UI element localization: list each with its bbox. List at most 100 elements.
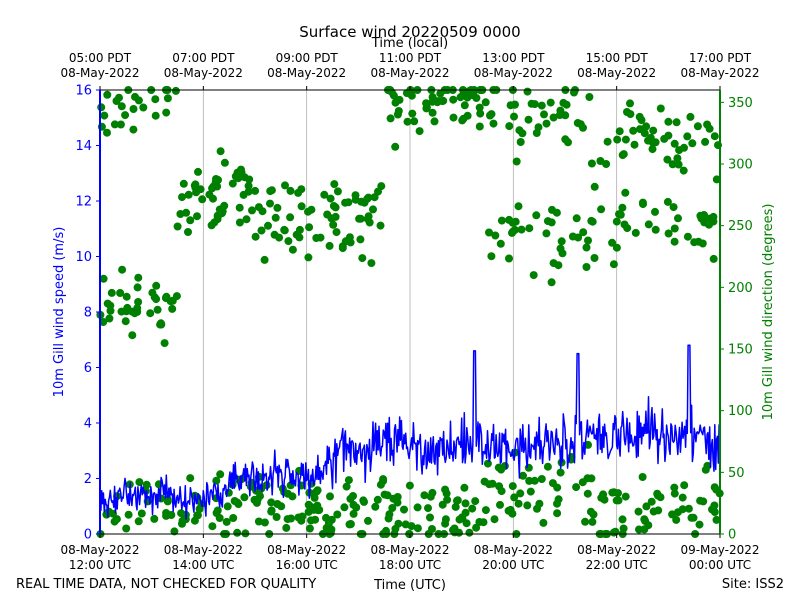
direction-point — [135, 478, 144, 487]
direction-point — [603, 137, 612, 146]
direction-point — [386, 114, 395, 123]
direction-point — [487, 110, 496, 119]
x-tick-label-date: 08-May-2022 — [60, 543, 139, 557]
direction-point — [635, 525, 643, 534]
direction-point — [233, 528, 242, 537]
direction-point — [534, 123, 543, 132]
direction-point — [582, 263, 591, 271]
direction-point — [177, 509, 186, 518]
direction-point — [121, 111, 130, 120]
direction-point — [542, 119, 551, 128]
direction-point — [297, 516, 306, 525]
top-tick-label-time: 11:00 PDT — [379, 51, 442, 65]
direction-point — [497, 487, 506, 496]
direction-point — [391, 142, 400, 151]
direction-point — [240, 493, 249, 502]
direction-point — [548, 479, 557, 488]
direction-point — [641, 516, 650, 525]
y-left-tick-label: 2 — [84, 472, 92, 487]
direction-point — [680, 143, 688, 152]
direction-point — [618, 203, 627, 212]
direction-point — [413, 503, 422, 512]
direction-point — [674, 160, 683, 169]
direction-point — [156, 320, 165, 329]
left-axis-label: 10m Gill wind speed (m/s) — [52, 227, 67, 398]
direction-point — [326, 528, 335, 537]
direction-point — [216, 147, 225, 156]
x-tick-label-time: 00:00 UTC — [689, 558, 751, 572]
chart-title: Surface wind 20220509 0000 — [299, 23, 520, 41]
direction-point — [325, 241, 334, 250]
direction-point — [229, 514, 238, 522]
direction-point — [670, 483, 679, 492]
direction-point — [170, 527, 179, 536]
direction-point — [612, 217, 621, 226]
direction-point — [512, 157, 521, 166]
direction-point — [151, 111, 160, 120]
direction-scatter — [96, 86, 724, 538]
direction-point — [516, 489, 525, 498]
direction-point — [670, 237, 679, 246]
direction-point — [331, 212, 340, 221]
direction-point — [162, 509, 171, 517]
y-left-tick-label: 12 — [75, 195, 92, 210]
direction-point — [543, 462, 552, 471]
direction-point — [634, 507, 643, 516]
direction-point — [329, 202, 338, 210]
direction-point — [172, 292, 181, 301]
direction-point — [133, 283, 142, 292]
direction-point — [153, 305, 162, 314]
direction-point — [405, 481, 414, 490]
direction-point — [223, 502, 232, 511]
direction-point — [305, 524, 314, 533]
direction-point — [110, 517, 119, 526]
y-right-tick-label: 350 — [728, 96, 753, 111]
direction-point — [272, 513, 281, 521]
direction-point — [129, 125, 138, 134]
direction-point — [241, 529, 250, 538]
direction-point — [561, 111, 570, 120]
direction-point — [363, 215, 372, 224]
direction-point — [345, 520, 354, 529]
direction-point — [515, 126, 524, 135]
direction-point — [426, 492, 435, 501]
direction-point — [663, 155, 672, 164]
direction-point — [281, 181, 289, 190]
direction-point — [332, 228, 341, 237]
direction-point — [656, 104, 665, 113]
direction-point — [186, 216, 195, 225]
direction-point — [584, 236, 592, 245]
direction-point — [305, 223, 314, 232]
direction-point — [683, 232, 692, 241]
direction-point — [525, 224, 534, 233]
direction-point — [242, 215, 251, 224]
direction-point — [500, 462, 509, 470]
direction-point — [640, 129, 649, 138]
direction-point — [631, 228, 640, 237]
direction-point — [491, 231, 500, 240]
direction-point — [349, 509, 358, 518]
direction-point — [465, 90, 474, 99]
direction-point — [338, 242, 347, 251]
direction-point — [679, 166, 688, 175]
direction-point — [459, 90, 468, 99]
direction-point — [506, 101, 515, 110]
direction-point — [297, 185, 306, 194]
direction-point — [587, 474, 596, 483]
direction-point — [527, 99, 536, 108]
direction-point — [266, 199, 274, 208]
direction-point — [273, 500, 282, 508]
direction-point — [710, 483, 719, 492]
direction-point — [525, 476, 534, 485]
direction-point — [481, 98, 490, 107]
direction-point — [287, 514, 295, 523]
direction-point — [621, 492, 630, 501]
direction-point — [356, 235, 365, 244]
direction-point — [654, 506, 663, 515]
direction-point — [712, 175, 721, 184]
direction-point — [510, 493, 519, 502]
direction-point — [326, 194, 335, 203]
direction-point — [267, 498, 276, 507]
